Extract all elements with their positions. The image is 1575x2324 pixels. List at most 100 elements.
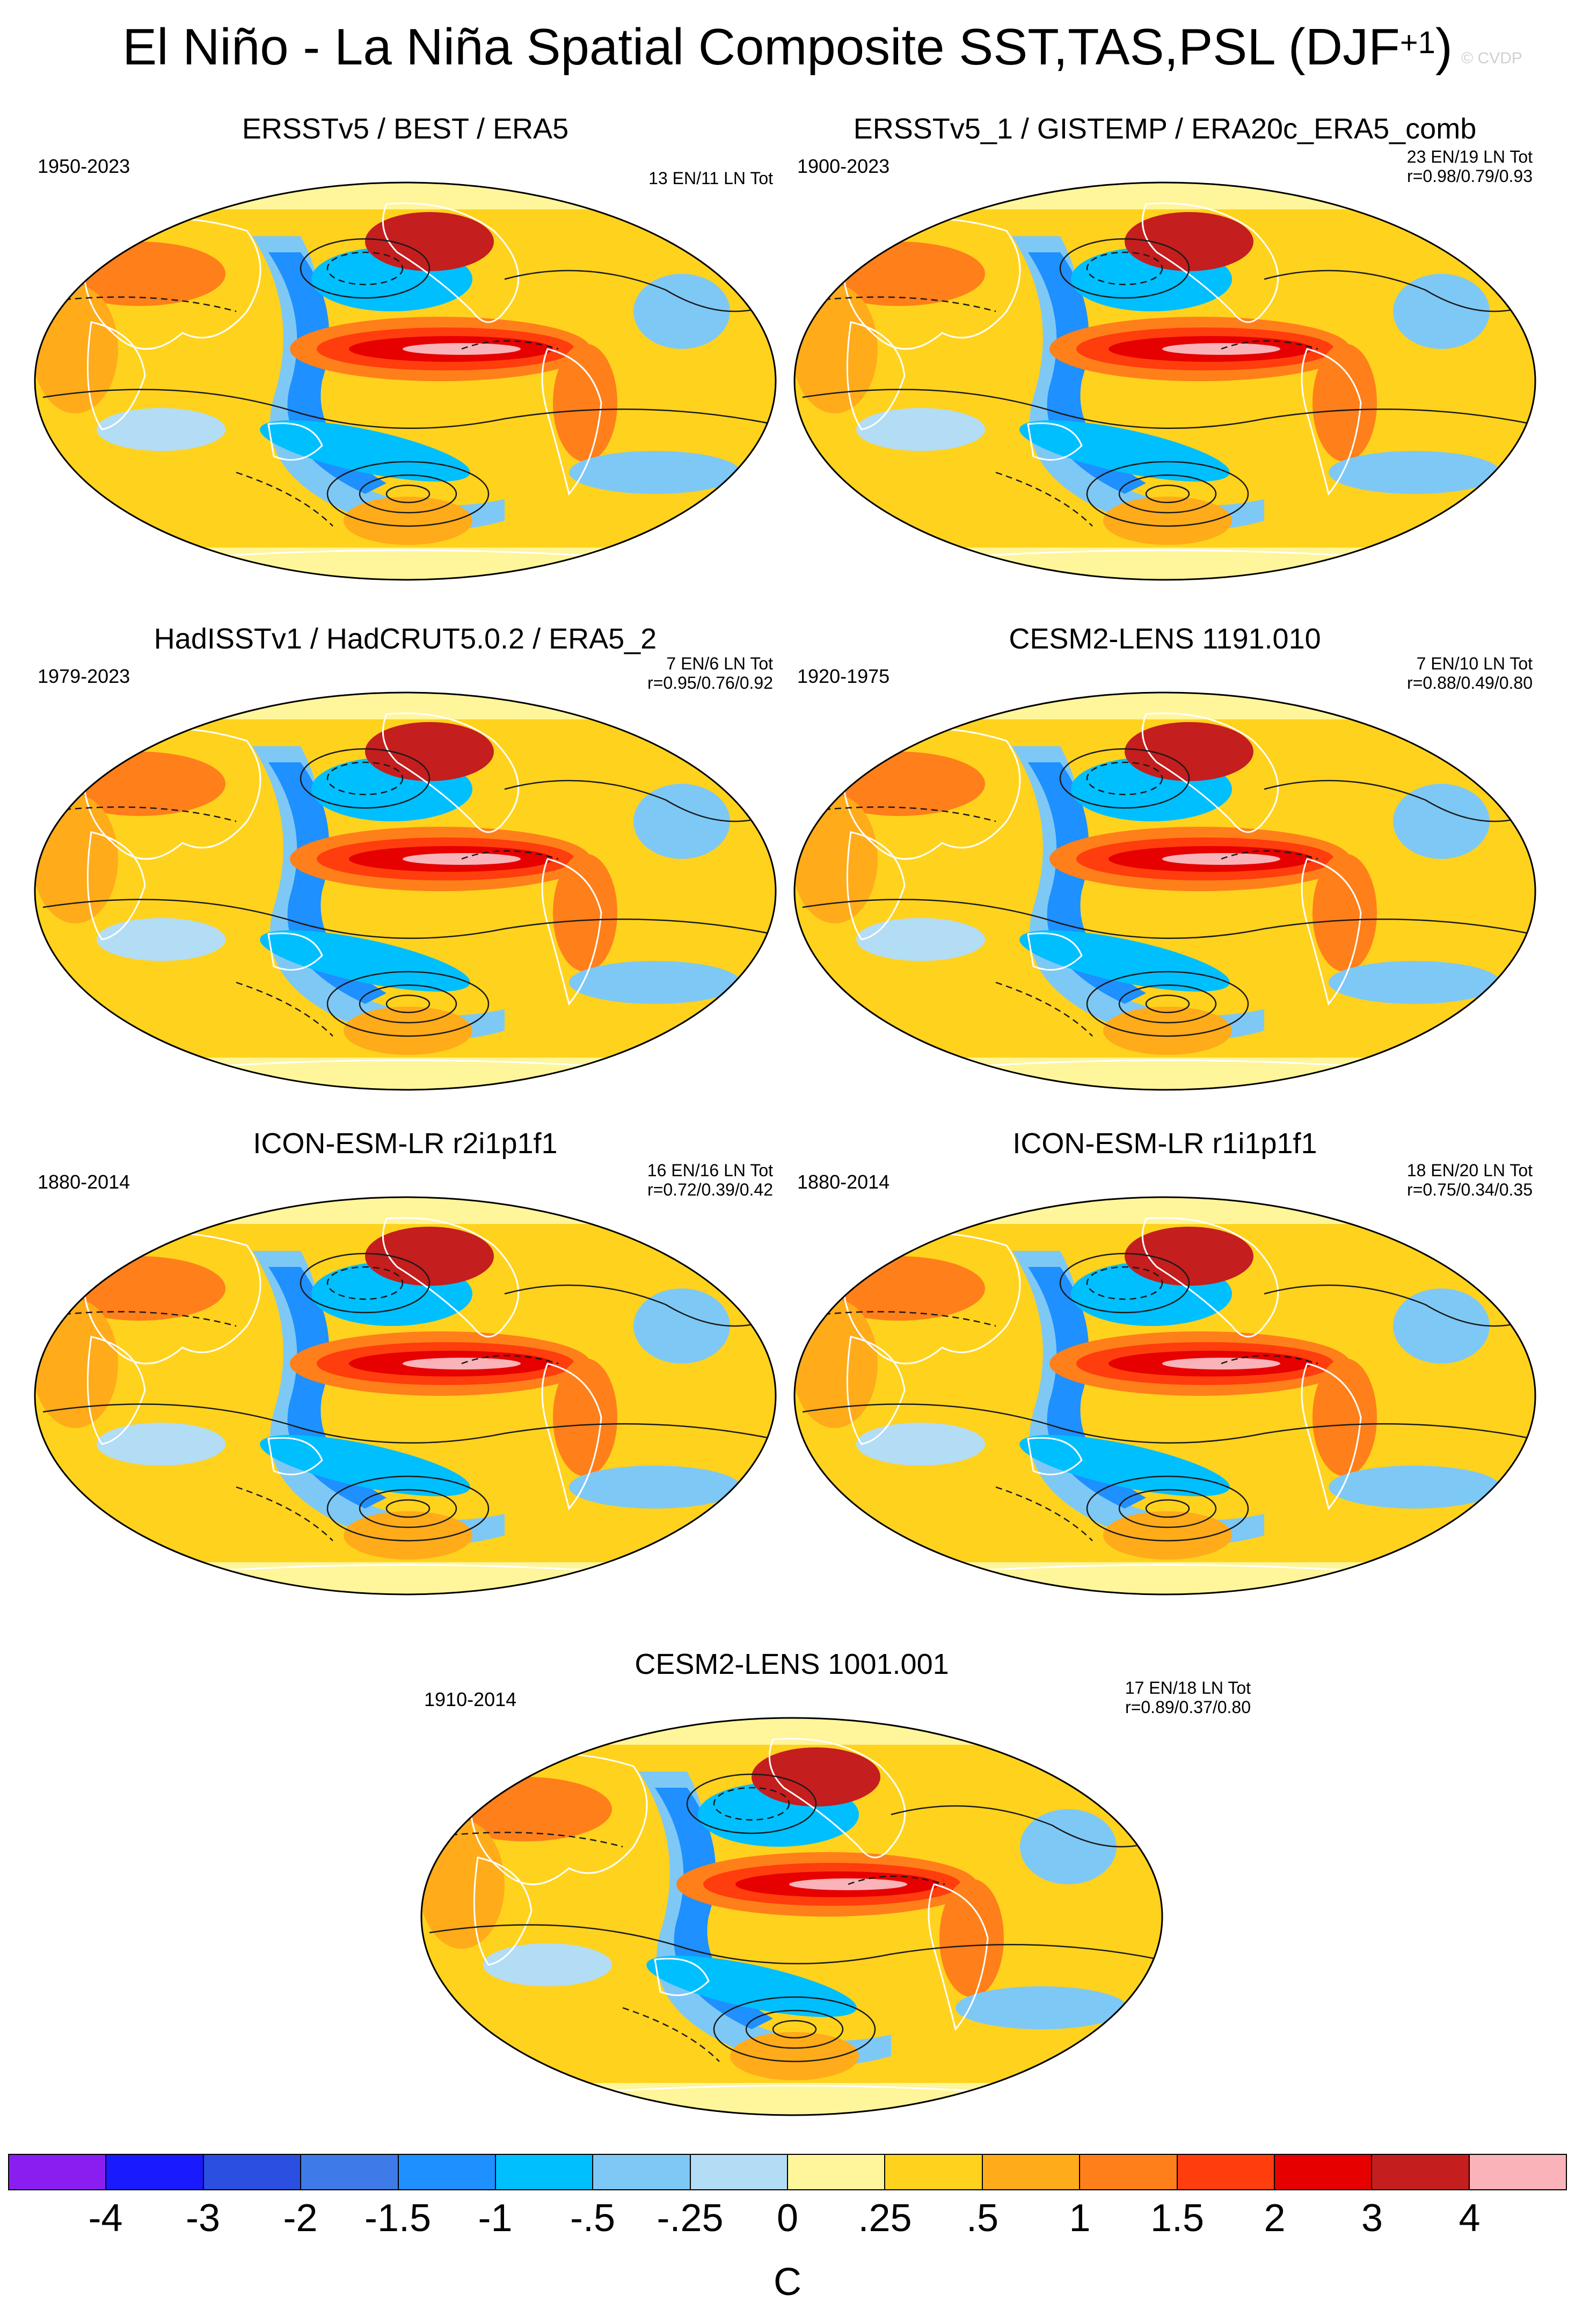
panel-stats-corr: r=0.95/0.76/0.92 (647, 673, 773, 693)
composite-map (793, 1196, 1536, 1596)
panel-title: ICON-ESM-LR r1i1p1f1 (1012, 1127, 1317, 1160)
colorbar-tick-label: .25 (858, 2197, 912, 2240)
colorbar-swatch (1469, 2155, 1566, 2189)
panel-years: 1880-2014 (797, 1171, 890, 1193)
colorbar-swatch (788, 2155, 886, 2189)
colorbar-tick-label: .5 (966, 2197, 999, 2240)
panel-stats: 16 EN/16 LN Tot r=0.72/0.39/0.42 (647, 1161, 773, 1199)
map-outline (420, 1717, 1163, 2116)
panel-stats: 23 EN/19 LN Tot r=0.98/0.79/0.93 (1407, 147, 1533, 186)
panel-stats-counts: 18 EN/20 LN Tot (1406, 1161, 1533, 1180)
composite-map (793, 691, 1536, 1091)
colorbar-tick-label: 2 (1264, 2197, 1286, 2240)
panel-title: ERSSTv5_1 / GISTEMP / ERA20c_ERA5_comb (853, 113, 1477, 145)
coastline (842, 712, 1388, 1069)
map-panel-7: CESM2-LENS 1001.001 1910-2014 17 EN/18 L… (408, 1648, 1251, 2121)
map-outline (34, 691, 777, 1091)
panel-stats-corr: r=0.75/0.34/0.35 (1407, 1180, 1533, 1199)
colorbar-tick-label: 1.5 (1150, 2197, 1205, 2240)
map-panel-1: ERSSTv5 / BEST / ERA5 1950-2023 13 EN/11… (21, 113, 789, 585)
panel-stats: 7 EN/6 LN Tot r=0.95/0.76/0.92 (647, 654, 773, 693)
colorbar-swatch (982, 2155, 1081, 2189)
figure-title: El Niño - La Niña Spatial Composite SST,… (0, 15, 1575, 79)
panel-years: 1900-2023 (797, 155, 890, 177)
map-outline (793, 181, 1536, 581)
panel-title: ERSSTv5 / BEST / ERA5 (242, 113, 569, 145)
panel-stats-counts: 7 EN/10 LN Tot (1416, 654, 1533, 673)
colorbar-tick-label: -.25 (657, 2197, 724, 2240)
coastline (842, 1217, 1388, 1574)
map-outline (34, 181, 777, 581)
panel-years: 1910-2014 (424, 1688, 517, 1710)
colorbar-swatch (1372, 2155, 1470, 2189)
map-panel-4: CESM2-LENS 1191.010 1920-1975 7 EN/10 LN… (781, 623, 1549, 1095)
composite-map (34, 1196, 777, 1596)
map-outline (793, 691, 1536, 1091)
colorbar-tick-label: 0 (776, 2197, 799, 2240)
colorbar-swatch (885, 2155, 983, 2189)
map-panel-2: ERSSTv5_1 / GISTEMP / ERA20c_ERA5_comb 1… (781, 113, 1549, 585)
coastline (83, 712, 629, 1069)
psl-contours (802, 1252, 1533, 1542)
panel-stats-corr: r=0.89/0.37/0.80 (1125, 1698, 1251, 1717)
coastline (83, 1217, 629, 1574)
colorbar-swatch (106, 2155, 204, 2189)
colorbar-swatch (495, 2155, 594, 2189)
colorbar-swatch (1274, 2155, 1373, 2189)
colorbar-units: C (774, 2261, 801, 2304)
map-panel-5: ICON-ESM-LR r2i1p1f1 1880-2014 16 EN/16 … (21, 1127, 789, 1600)
panel-stats: 13 EN/11 LN Tot (648, 169, 773, 188)
figure-title-text: El Niño - La Niña Spatial Composite SST,… (122, 18, 1400, 76)
psl-contours (42, 238, 774, 527)
panel-stats-counts: 23 EN/19 LN Tot (1406, 147, 1533, 166)
panel-stats: 17 EN/18 LN Tot r=0.89/0.37/0.80 (1125, 1678, 1251, 1717)
colorbar-swatch (301, 2155, 399, 2189)
panel-title: CESM2-LENS 1001.001 (635, 1648, 949, 1680)
colorbar-tick-label: -.5 (570, 2197, 616, 2240)
colorbar-tick-label: 3 (1361, 2197, 1383, 2240)
panel-stats: 7 EN/10 LN Tot r=0.88/0.49/0.80 (1407, 654, 1533, 693)
panel-years: 1880-2014 (38, 1171, 130, 1193)
colorbar-swatch (203, 2155, 302, 2189)
colorbar (8, 2154, 1567, 2190)
psl-contours (429, 1773, 1160, 2063)
panel-title: ICON-ESM-LR r2i1p1f1 (253, 1127, 558, 1160)
colorbar-swatch (1080, 2155, 1178, 2189)
panel-years: 1979-2023 (38, 665, 130, 687)
colorbar-tick-label: 1 (1069, 2197, 1091, 2240)
colorbar-tick-label: -4 (88, 2197, 123, 2240)
composite-map (34, 691, 777, 1091)
coastline (842, 202, 1388, 559)
panel-stats-counts: 13 EN/11 LN Tot (648, 169, 773, 188)
colorbar-swatch (690, 2155, 788, 2189)
colorbar-swatch (398, 2155, 496, 2189)
coastline (469, 1738, 1015, 2095)
colorbar-swatch (9, 2155, 107, 2189)
map-outline (793, 1196, 1536, 1596)
panel-years: 1950-2023 (38, 155, 130, 177)
panel-stats-counts: 16 EN/16 LN Tot (647, 1161, 773, 1180)
colorbar-tick-label: -2 (283, 2197, 318, 2240)
panel-stats-corr: r=0.72/0.39/0.42 (647, 1180, 773, 1199)
panel-stats-counts: 7 EN/6 LN Tot (666, 654, 773, 673)
composite-map (793, 181, 1536, 581)
colorbar-swatch (1177, 2155, 1275, 2189)
psl-contours (802, 748, 1533, 1037)
panel-title: CESM2-LENS 1191.010 (1009, 623, 1321, 655)
colorbar-swatch (593, 2155, 691, 2189)
map-panel-6: ICON-ESM-LR r1i1p1f1 1880-2014 18 EN/20 … (781, 1127, 1549, 1600)
panel-stats: 18 EN/20 LN Tot r=0.75/0.34/0.35 (1407, 1161, 1533, 1199)
colorbar-tick-label: -1.5 (364, 2197, 432, 2240)
map-outline (34, 1196, 777, 1596)
figure-title-close: ) (1435, 18, 1453, 76)
colorbar-tick-label: 4 (1459, 2197, 1481, 2240)
panel-stats-corr: r=0.98/0.79/0.93 (1407, 166, 1533, 186)
psl-contours (42, 748, 774, 1037)
watermark: © CVDP (1461, 49, 1522, 67)
composite-map (420, 1717, 1163, 2116)
figure-title-superscript: +1 (1399, 25, 1435, 60)
colorbar-tick-label: -1 (478, 2197, 513, 2240)
panel-stats-corr: r=0.88/0.49/0.80 (1407, 673, 1533, 693)
colorbar-tick-label: -3 (185, 2197, 221, 2240)
composite-map (34, 181, 777, 581)
